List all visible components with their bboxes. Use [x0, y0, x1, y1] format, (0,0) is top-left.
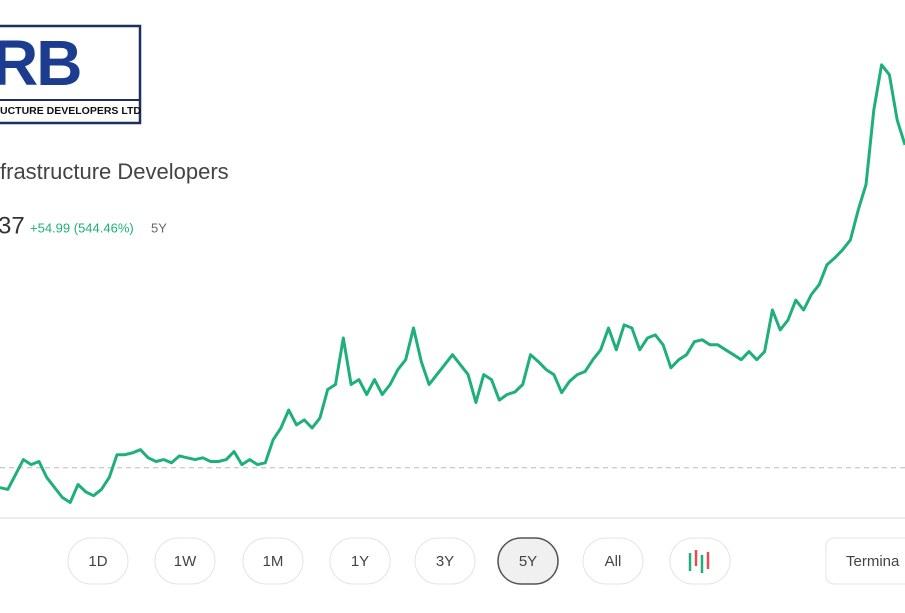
chart-type-button[interactable]: [669, 537, 731, 585]
range-label: 1W: [174, 553, 197, 570]
logo-subtitle: UCTURE DEVELOPERS LTD: [0, 105, 141, 117]
price-change: +54.99 (544.46%): [30, 220, 134, 235]
range-button[interactable]: [154, 537, 216, 585]
logo-box: [0, 24, 142, 125]
range-button[interactable]: [242, 537, 304, 585]
price: 37: [0, 212, 25, 239]
price-line: [0, 63, 905, 504]
terminal-label: Termina: [846, 553, 900, 570]
range-button[interactable]: [414, 537, 476, 585]
logo-letters: RB: [0, 27, 80, 99]
range-label: 1D: [88, 553, 107, 570]
range-button[interactable]: [67, 537, 129, 585]
company-name: frastructure Developers: [0, 159, 229, 184]
period-label: 5Y: [151, 220, 167, 235]
range-controls: 1D 1W 1M 1Y 3Y 5Y All Termina: [67, 537, 905, 585]
terminal-button[interactable]: [825, 537, 905, 585]
range-label: 3Y: [436, 553, 454, 570]
range-button[interactable]: [497, 537, 559, 585]
range-label: 5Y: [519, 553, 537, 570]
range-label: All: [605, 553, 622, 570]
chart: [0, 63, 905, 504]
range-button[interactable]: [582, 537, 644, 585]
range-button[interactable]: [329, 537, 391, 585]
range-label: 1Y: [351, 553, 369, 570]
range-label: 1M: [263, 553, 284, 570]
